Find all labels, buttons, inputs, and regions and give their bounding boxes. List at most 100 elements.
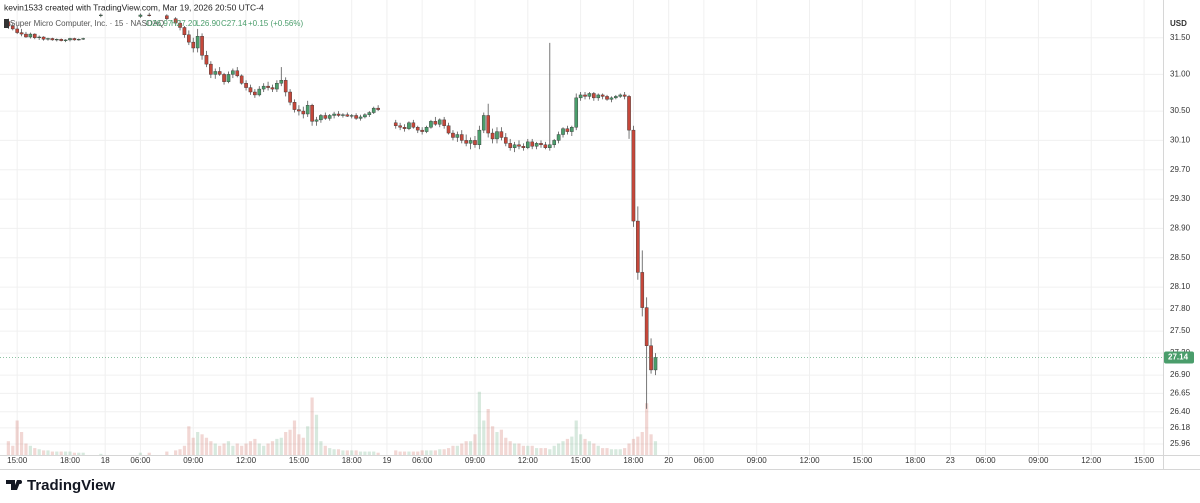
candle-body [310, 104, 314, 122]
candle-body [534, 143, 539, 147]
candle-body [327, 115, 332, 119]
volume-bar [477, 391, 481, 455]
volume-bar [72, 452, 76, 455]
volume-bar [328, 448, 332, 455]
candle-body [653, 357, 658, 371]
x-tick-label: 15:00 [1134, 456, 1155, 465]
candle-body [508, 143, 512, 148]
volume-bar [50, 451, 54, 455]
y-tick-label: 28.10 [1170, 282, 1191, 291]
ohlc-close: C27.14 [221, 19, 247, 28]
volume-bar [244, 443, 248, 455]
volume-bar [557, 443, 561, 455]
volume-bar [618, 449, 622, 455]
volume-bar [262, 445, 266, 455]
candle-body [213, 71, 218, 75]
x-tick-label: 12:00 [236, 456, 257, 465]
volume-bar [609, 449, 614, 455]
volume-bar [543, 448, 548, 455]
grid [0, 0, 1163, 455]
volume-bar [627, 443, 631, 455]
candle-body [24, 33, 28, 38]
x-tick-label: 15:00 [7, 456, 28, 465]
candle-body [37, 36, 41, 39]
volume-bar [138, 452, 143, 455]
volume-layer [6, 391, 658, 455]
volume-bar [37, 449, 41, 455]
candle-body [226, 74, 231, 82]
candle-body [292, 102, 297, 110]
volume-bar [226, 441, 231, 455]
candle-body [147, 14, 152, 17]
x-tick-label: 15:00 [289, 456, 310, 465]
volume-bar [495, 432, 499, 455]
volume-bar [592, 443, 596, 455]
candle-body [429, 121, 433, 128]
volume-bar [292, 420, 297, 455]
volume-bar [240, 445, 244, 455]
candle-body [376, 107, 380, 110]
candle-body [19, 32, 24, 35]
volume-bar [486, 409, 490, 455]
volume-bar [376, 452, 380, 455]
volume-bar [266, 443, 270, 455]
volume-bar [398, 451, 402, 455]
candle-body [442, 119, 446, 126]
volume-bar [587, 441, 592, 455]
volume-bar [68, 451, 72, 455]
candle-body [279, 80, 284, 84]
volume-bar [218, 445, 222, 455]
y-tick-label: 31.00 [1170, 70, 1191, 79]
candle-body [622, 94, 627, 97]
candle-body [68, 38, 72, 41]
candle-body [336, 113, 341, 116]
volume-bar [464, 441, 468, 455]
y-tick-label: 26.90 [1170, 370, 1191, 379]
volume-bar [614, 449, 618, 455]
candle-body [231, 70, 235, 75]
candle-body [28, 33, 33, 38]
y-tick-label: 29.30 [1170, 194, 1191, 203]
y-tick-label: 31.50 [1170, 33, 1191, 42]
x-tick-label: 18:00 [60, 456, 81, 465]
volume-bar [446, 448, 451, 455]
volume-bar [319, 441, 323, 455]
candle-body [402, 126, 407, 129]
x-tick-label: 18:00 [905, 456, 926, 465]
volume-bar [636, 436, 640, 455]
candle-body [195, 36, 200, 49]
candle-body [323, 115, 328, 119]
volume-bar [451, 445, 455, 455]
candle-body [99, 14, 103, 17]
volume-bar [284, 432, 288, 455]
candle-body [600, 94, 605, 97]
volume-bar [596, 445, 600, 455]
y-tick-label: 30.50 [1170, 106, 1191, 115]
y-tick-label: 26.18 [1170, 423, 1191, 432]
candle-body [644, 307, 649, 346]
x-tick-label: 18:00 [623, 456, 644, 465]
volume-bar [605, 448, 609, 455]
candle-body [486, 115, 490, 134]
volume-bar [341, 450, 345, 455]
volume-bar [297, 434, 301, 455]
candle-body [165, 15, 169, 19]
volume-bar [455, 445, 459, 455]
candle-body [517, 144, 521, 147]
x-tick-label: 09:00 [465, 456, 486, 465]
volume-bar [231, 445, 235, 455]
volume-bar [490, 426, 495, 455]
candle-body [539, 143, 543, 145]
last-price-label: 27.14 [1168, 353, 1189, 362]
candle-body [459, 134, 464, 141]
candle-body [525, 141, 530, 148]
candle-body [72, 38, 77, 41]
y-tick-label: 26.65 [1170, 389, 1191, 398]
volume-bar [570, 436, 574, 455]
volume-bar [424, 450, 429, 455]
candle-body [283, 80, 288, 93]
candle-body [649, 345, 653, 371]
volume-bar [248, 441, 253, 455]
x-tick-label: 15:00 [571, 456, 592, 465]
